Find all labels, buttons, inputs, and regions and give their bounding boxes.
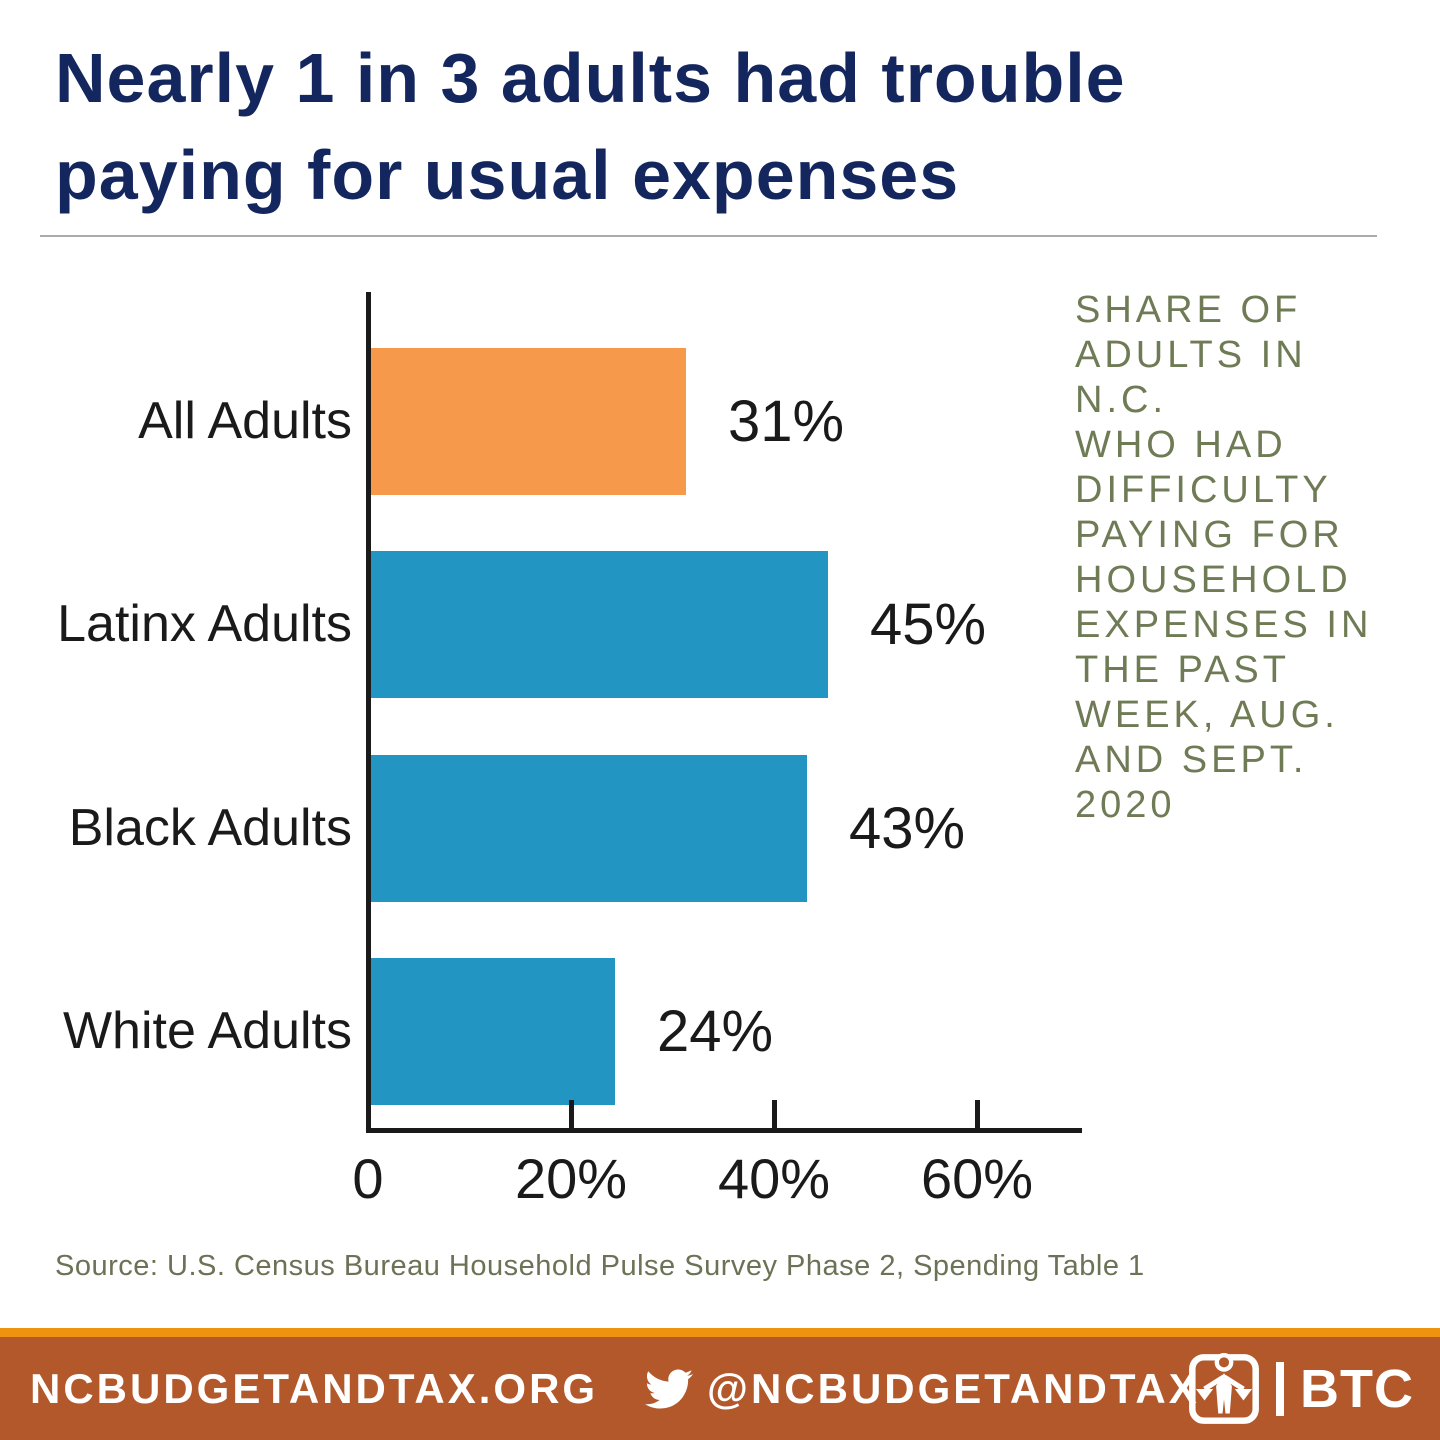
bar-value-label: 24%: [657, 999, 774, 1064]
page-title-line-1: Nearly 1 in 3 adults had trouble: [55, 39, 1126, 117]
axis-tick: [569, 1100, 574, 1128]
source-note: Source: U.S. Census Bureau Household Pul…: [55, 1250, 1145, 1282]
footer-twitter-block: @NCBUDGETANDTAX: [645, 1337, 1200, 1440]
bar: [371, 958, 615, 1105]
footer-logo-block: BTC: [1188, 1337, 1414, 1440]
x-tick-label: 40%: [717, 1147, 831, 1210]
category-label: All Adults: [138, 392, 352, 450]
twitter-bird-icon: [645, 1365, 693, 1413]
footer-accent-line: [0, 1328, 1440, 1337]
axis-tick: [772, 1100, 777, 1128]
bar-value-label: 43%: [849, 796, 966, 861]
btc-scales-logo-icon: [1188, 1352, 1260, 1425]
y-axis-line: [366, 292, 371, 1133]
x-axis-line: [366, 1128, 1082, 1133]
page-title-line-2: paying for usual expenses: [55, 136, 960, 214]
bar-value-label: 45%: [870, 592, 987, 657]
bar: [371, 755, 807, 902]
chart-annotation: SHARE OF ADULTS IN N.C. WHO HAD DIFFICUL…: [1075, 289, 1373, 826]
btc-logo-text: BTC: [1300, 1358, 1414, 1419]
footer-bar: NCBUDGETANDTAX.ORG @NCBUDGETANDTAX: [0, 1337, 1440, 1440]
bar: [371, 348, 686, 495]
bar: [371, 551, 828, 698]
category-label: White Adults: [62, 1002, 352, 1060]
footer-twitter-handle: @NCBUDGETANDTAX: [707, 1364, 1200, 1412]
x-tick-label: 20%: [514, 1147, 628, 1210]
category-label: Latinx Adults: [57, 595, 352, 653]
logo-separator: [1276, 1361, 1285, 1416]
page-title: Nearly 1 in 3 adults had trouble paying …: [55, 30, 1395, 224]
x-tick-label: 0: [352, 1147, 384, 1210]
axis-tick: [975, 1100, 980, 1128]
bar-value-label: 31%: [728, 389, 845, 454]
category-label: Black Adults: [68, 799, 352, 857]
x-tick-label: 60%: [920, 1147, 1034, 1210]
footer-website: NCBUDGETANDTAX.ORG: [30, 1365, 599, 1412]
title-divider: [40, 235, 1377, 237]
